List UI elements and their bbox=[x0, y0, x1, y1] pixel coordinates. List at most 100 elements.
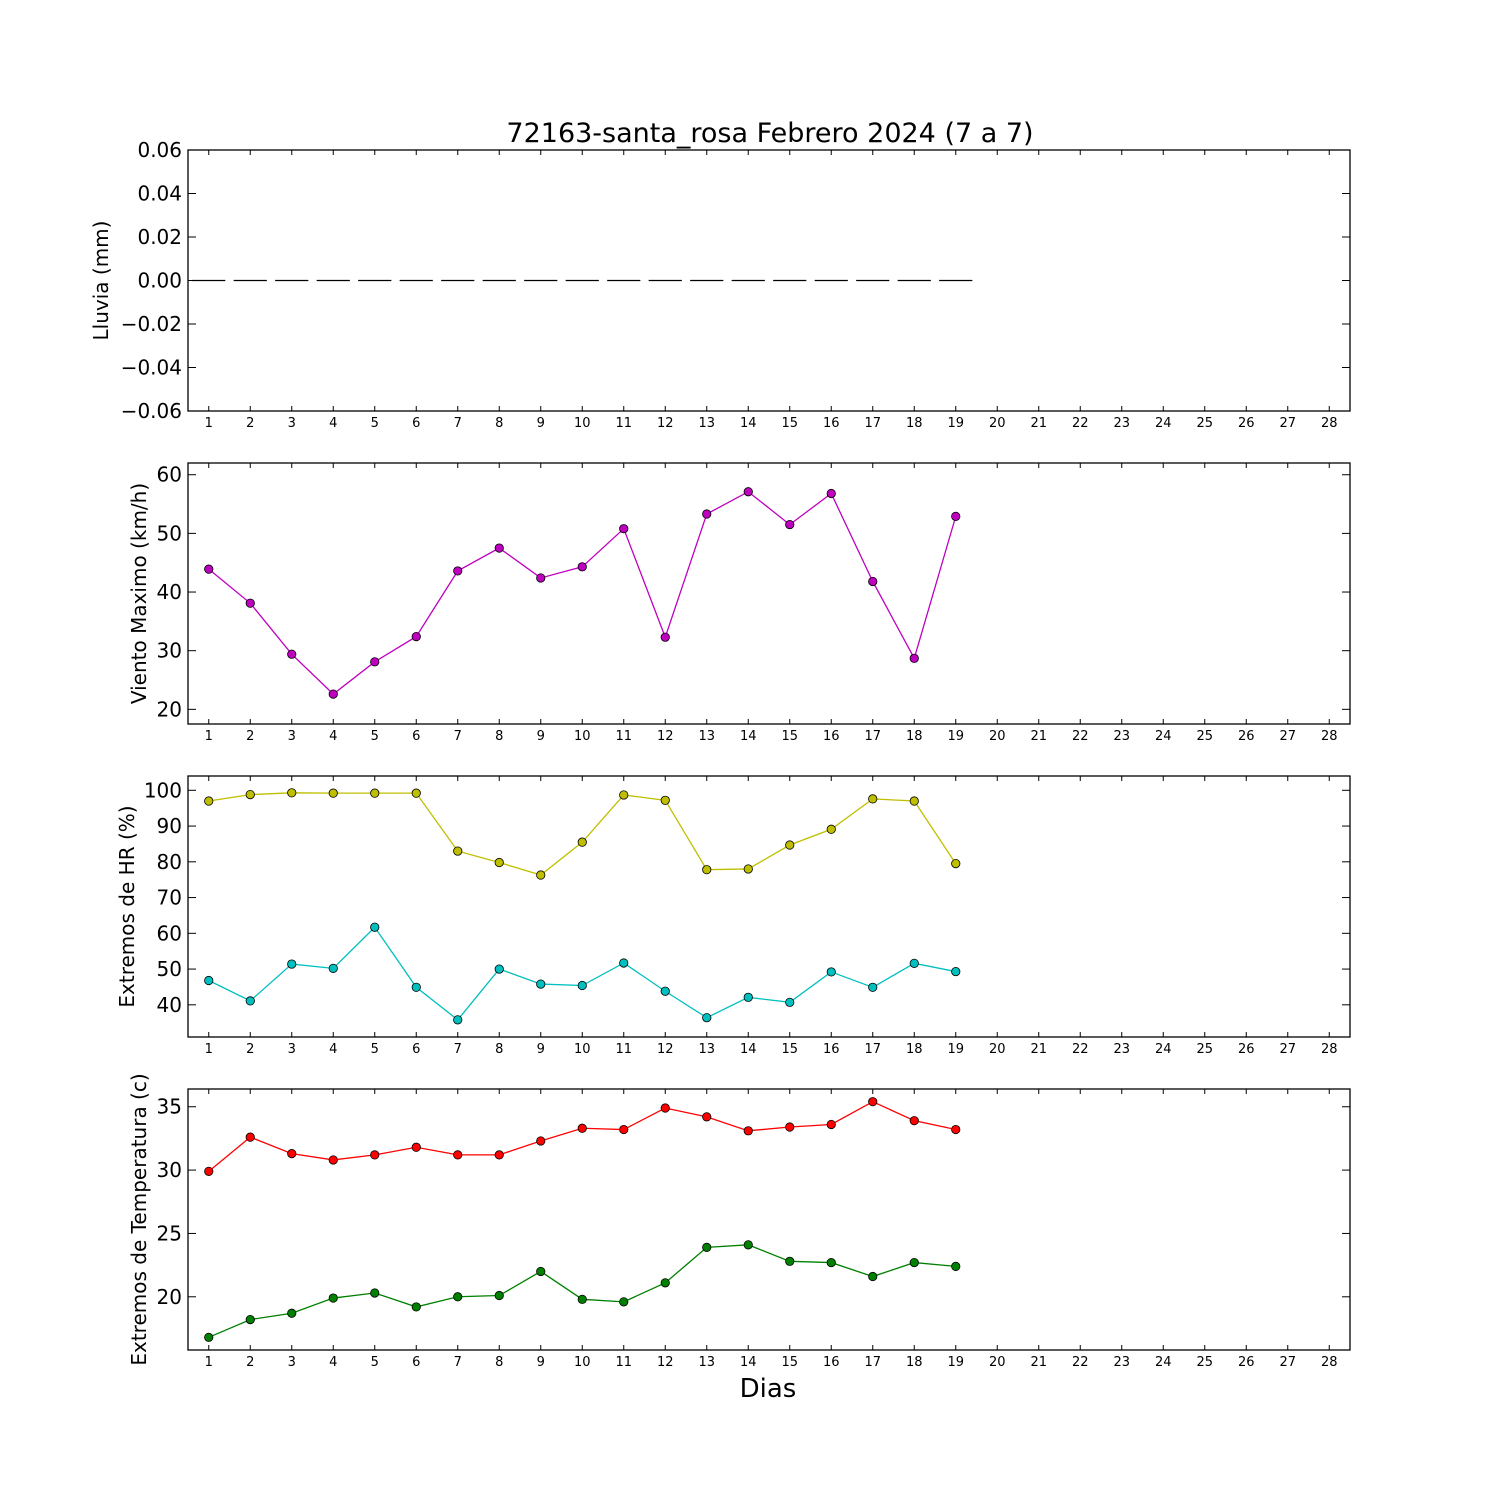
y-tick-label: 20 bbox=[157, 1285, 182, 1309]
x-tick-label: 27 bbox=[1279, 729, 1296, 744]
y-tick-label: −0.04 bbox=[121, 356, 182, 380]
x-tick-label: 6 bbox=[412, 729, 420, 744]
data-point bbox=[328, 788, 338, 798]
x-tick-label: 7 bbox=[454, 729, 462, 744]
data-point bbox=[245, 598, 255, 608]
x-tick-label: 18 bbox=[906, 1355, 923, 1370]
x-tick-label: 10 bbox=[574, 729, 591, 744]
x-tick-label: 18 bbox=[906, 416, 923, 431]
data-point bbox=[743, 864, 753, 874]
data-point bbox=[328, 963, 338, 973]
y-tick-label: 70 bbox=[157, 886, 182, 910]
x-tick-label: 17 bbox=[864, 1355, 881, 1370]
data-point bbox=[245, 996, 255, 1006]
data-point bbox=[785, 997, 795, 1007]
x-tick-label: 4 bbox=[329, 729, 337, 744]
series-1 bbox=[204, 788, 961, 880]
x-tick-label: 16 bbox=[823, 1355, 840, 1370]
data-point bbox=[577, 837, 587, 847]
data-point bbox=[536, 1266, 546, 1277]
series-2 bbox=[204, 922, 961, 1025]
x-tick-label: 28 bbox=[1321, 1355, 1338, 1370]
x-tick-label: 18 bbox=[906, 729, 923, 744]
data-point bbox=[411, 788, 421, 798]
x-tick-label: 15 bbox=[781, 1042, 798, 1057]
x-tick-label: 17 bbox=[864, 729, 881, 744]
x-tick-label: 24 bbox=[1155, 416, 1172, 431]
x-tick-label: 26 bbox=[1238, 1355, 1255, 1370]
data-point bbox=[785, 1256, 795, 1266]
data-point bbox=[909, 1257, 919, 1268]
x-tick-label: 8 bbox=[495, 729, 503, 744]
x-tick-label: 4 bbox=[329, 1355, 337, 1370]
x-tick-label: 23 bbox=[1113, 729, 1130, 744]
panel-4: 1 2 3 4 5 6 7 8 9 10 11 12 13 14 15 16 17 18 19 20 21 22 23 24 2… bbox=[127, 1073, 1351, 1370]
data-point bbox=[245, 1132, 255, 1142]
x-tick-label: 14 bbox=[740, 1355, 757, 1370]
x-tick-label: 23 bbox=[1113, 1355, 1130, 1370]
x-tick-label: 28 bbox=[1321, 1042, 1338, 1057]
x-tick-label: 26 bbox=[1238, 729, 1255, 744]
y-axis-label: Extremos de HR (%) bbox=[115, 805, 139, 1007]
x-tick-label: 3 bbox=[288, 1355, 296, 1370]
data-point bbox=[245, 789, 255, 800]
x-tick-label: 25 bbox=[1196, 416, 1213, 431]
x-tick-label: 4 bbox=[329, 1042, 337, 1057]
y-tick-label: −0.06 bbox=[121, 399, 182, 423]
data-point bbox=[702, 1112, 712, 1122]
data-point bbox=[826, 1119, 836, 1130]
x-tick-label: 19 bbox=[947, 416, 964, 431]
y-tick-label: 30 bbox=[157, 639, 182, 663]
data-point bbox=[494, 964, 504, 974]
y-axis-label: Viento Maximo (km/h) bbox=[127, 483, 151, 704]
x-tick-label: 8 bbox=[495, 1355, 503, 1370]
x-tick-label: 6 bbox=[412, 1355, 420, 1370]
y-tick-label: 60 bbox=[157, 921, 182, 945]
x-tick-label: 1 bbox=[205, 416, 213, 431]
x-tick-label: 9 bbox=[537, 1042, 545, 1057]
data-point bbox=[204, 796, 214, 806]
x-tick-label: 27 bbox=[1279, 1355, 1296, 1370]
x-tick-label: 27 bbox=[1279, 416, 1296, 431]
data-point bbox=[287, 1308, 297, 1318]
x-tick-label: 22 bbox=[1072, 1355, 1089, 1370]
data-point bbox=[619, 1124, 629, 1135]
data-point bbox=[577, 980, 587, 991]
data-point bbox=[619, 524, 629, 534]
data-point bbox=[536, 979, 546, 989]
data-point bbox=[370, 922, 380, 932]
data-point bbox=[702, 1013, 712, 1023]
data-point bbox=[204, 1332, 214, 1342]
data-point bbox=[494, 1150, 504, 1160]
y-axis-label: Extremos de Temperatura (c) bbox=[127, 1073, 151, 1365]
data-point bbox=[868, 794, 878, 804]
data-point bbox=[702, 509, 712, 519]
y-tick-label: 0.02 bbox=[137, 225, 182, 249]
data-point bbox=[328, 1155, 338, 1165]
data-point bbox=[577, 1123, 587, 1133]
x-tick-label: 16 bbox=[823, 729, 840, 744]
x-tick-label: 7 bbox=[454, 1355, 462, 1370]
y-tick-label: −0.02 bbox=[121, 312, 182, 336]
data-point bbox=[245, 1314, 255, 1325]
x-tick-label: 12 bbox=[657, 416, 674, 431]
data-point bbox=[453, 566, 463, 576]
y-tick-label: 40 bbox=[157, 993, 182, 1017]
x-tick-label: 1 bbox=[205, 1042, 213, 1057]
data-point bbox=[826, 488, 836, 499]
x-tick-label: 21 bbox=[1030, 729, 1047, 744]
x-tick-label: 26 bbox=[1238, 416, 1255, 431]
data-point bbox=[287, 1149, 297, 1159]
data-point bbox=[909, 1116, 919, 1126]
data-point bbox=[536, 573, 546, 583]
axes-frame bbox=[187, 462, 1351, 725]
data-point bbox=[909, 958, 919, 968]
x-tick-label: 25 bbox=[1196, 729, 1213, 744]
x-tick-label: 13 bbox=[698, 1042, 715, 1057]
data-point bbox=[204, 564, 214, 574]
x-tick-label: 20 bbox=[989, 729, 1006, 744]
x-tick-label: 18 bbox=[906, 1042, 923, 1057]
x-tick-label: 5 bbox=[371, 416, 379, 431]
panel-3: 1 2 3 4 5 6 7 8 9 10 11 12 13 14 15 16 17 18 19 20 21 22 23 24 2… bbox=[115, 775, 1351, 1057]
data-point bbox=[702, 1242, 712, 1252]
